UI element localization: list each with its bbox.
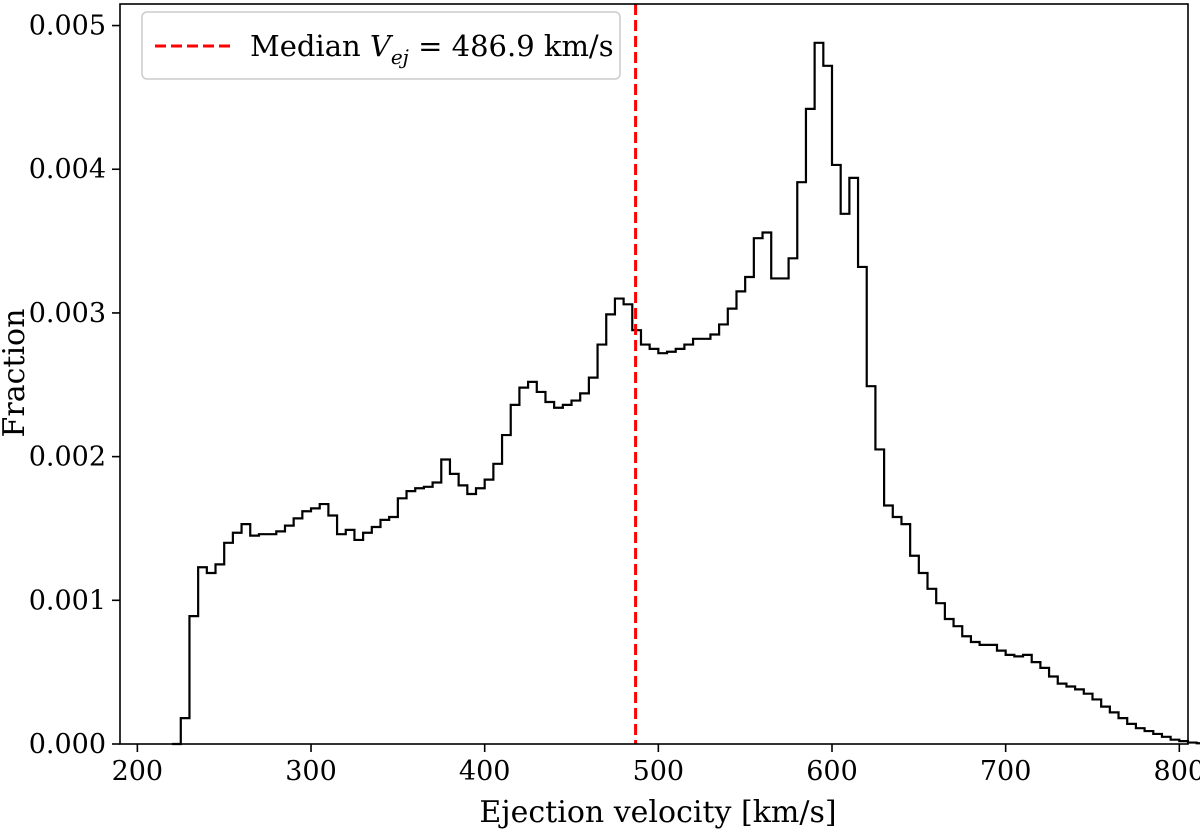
x-axis-label: Ejection velocity [km/s] [479, 795, 836, 830]
x-tick-label: 800 [1154, 756, 1200, 787]
legend-frame [141, 11, 621, 80]
legend-suffix: = 486.9 km/s [409, 29, 614, 63]
y-axis-label: Fraction [0, 309, 32, 438]
x-tick-label: 600 [806, 756, 858, 787]
y-tick-label: 0.003 [29, 298, 106, 329]
y-tick-label: 0.000 [29, 729, 106, 760]
histogram-step-line [172, 41, 1200, 746]
axes: 200 300 400 500 600 700 800 0.000 0.001 0.002 0.00… [29, 3, 1200, 787]
x-tick-label: 400 [459, 756, 511, 787]
x-tick-label: 500 [633, 756, 685, 787]
x-tick-label: 700 [980, 756, 1032, 787]
plot-area [172, 4, 1200, 746]
legend-var: V [370, 29, 394, 63]
y-tick-label: 0.001 [29, 585, 106, 616]
legend-median-label: Median Vej = 486.9 km/s [250, 29, 614, 69]
x-tick-label: 200 [112, 756, 164, 787]
axes-frame [119, 3, 1189, 745]
legend-prefix: Median [250, 29, 370, 63]
legend: Median Vej = 486.9 km/s [141, 11, 621, 80]
y-tick-label: 0.005 [29, 11, 106, 42]
y-tick-label: 0.002 [29, 442, 106, 473]
legend-sub: ej [391, 45, 409, 69]
y-tick-label: 0.004 [29, 154, 106, 185]
x-tick-label: 300 [285, 756, 337, 787]
